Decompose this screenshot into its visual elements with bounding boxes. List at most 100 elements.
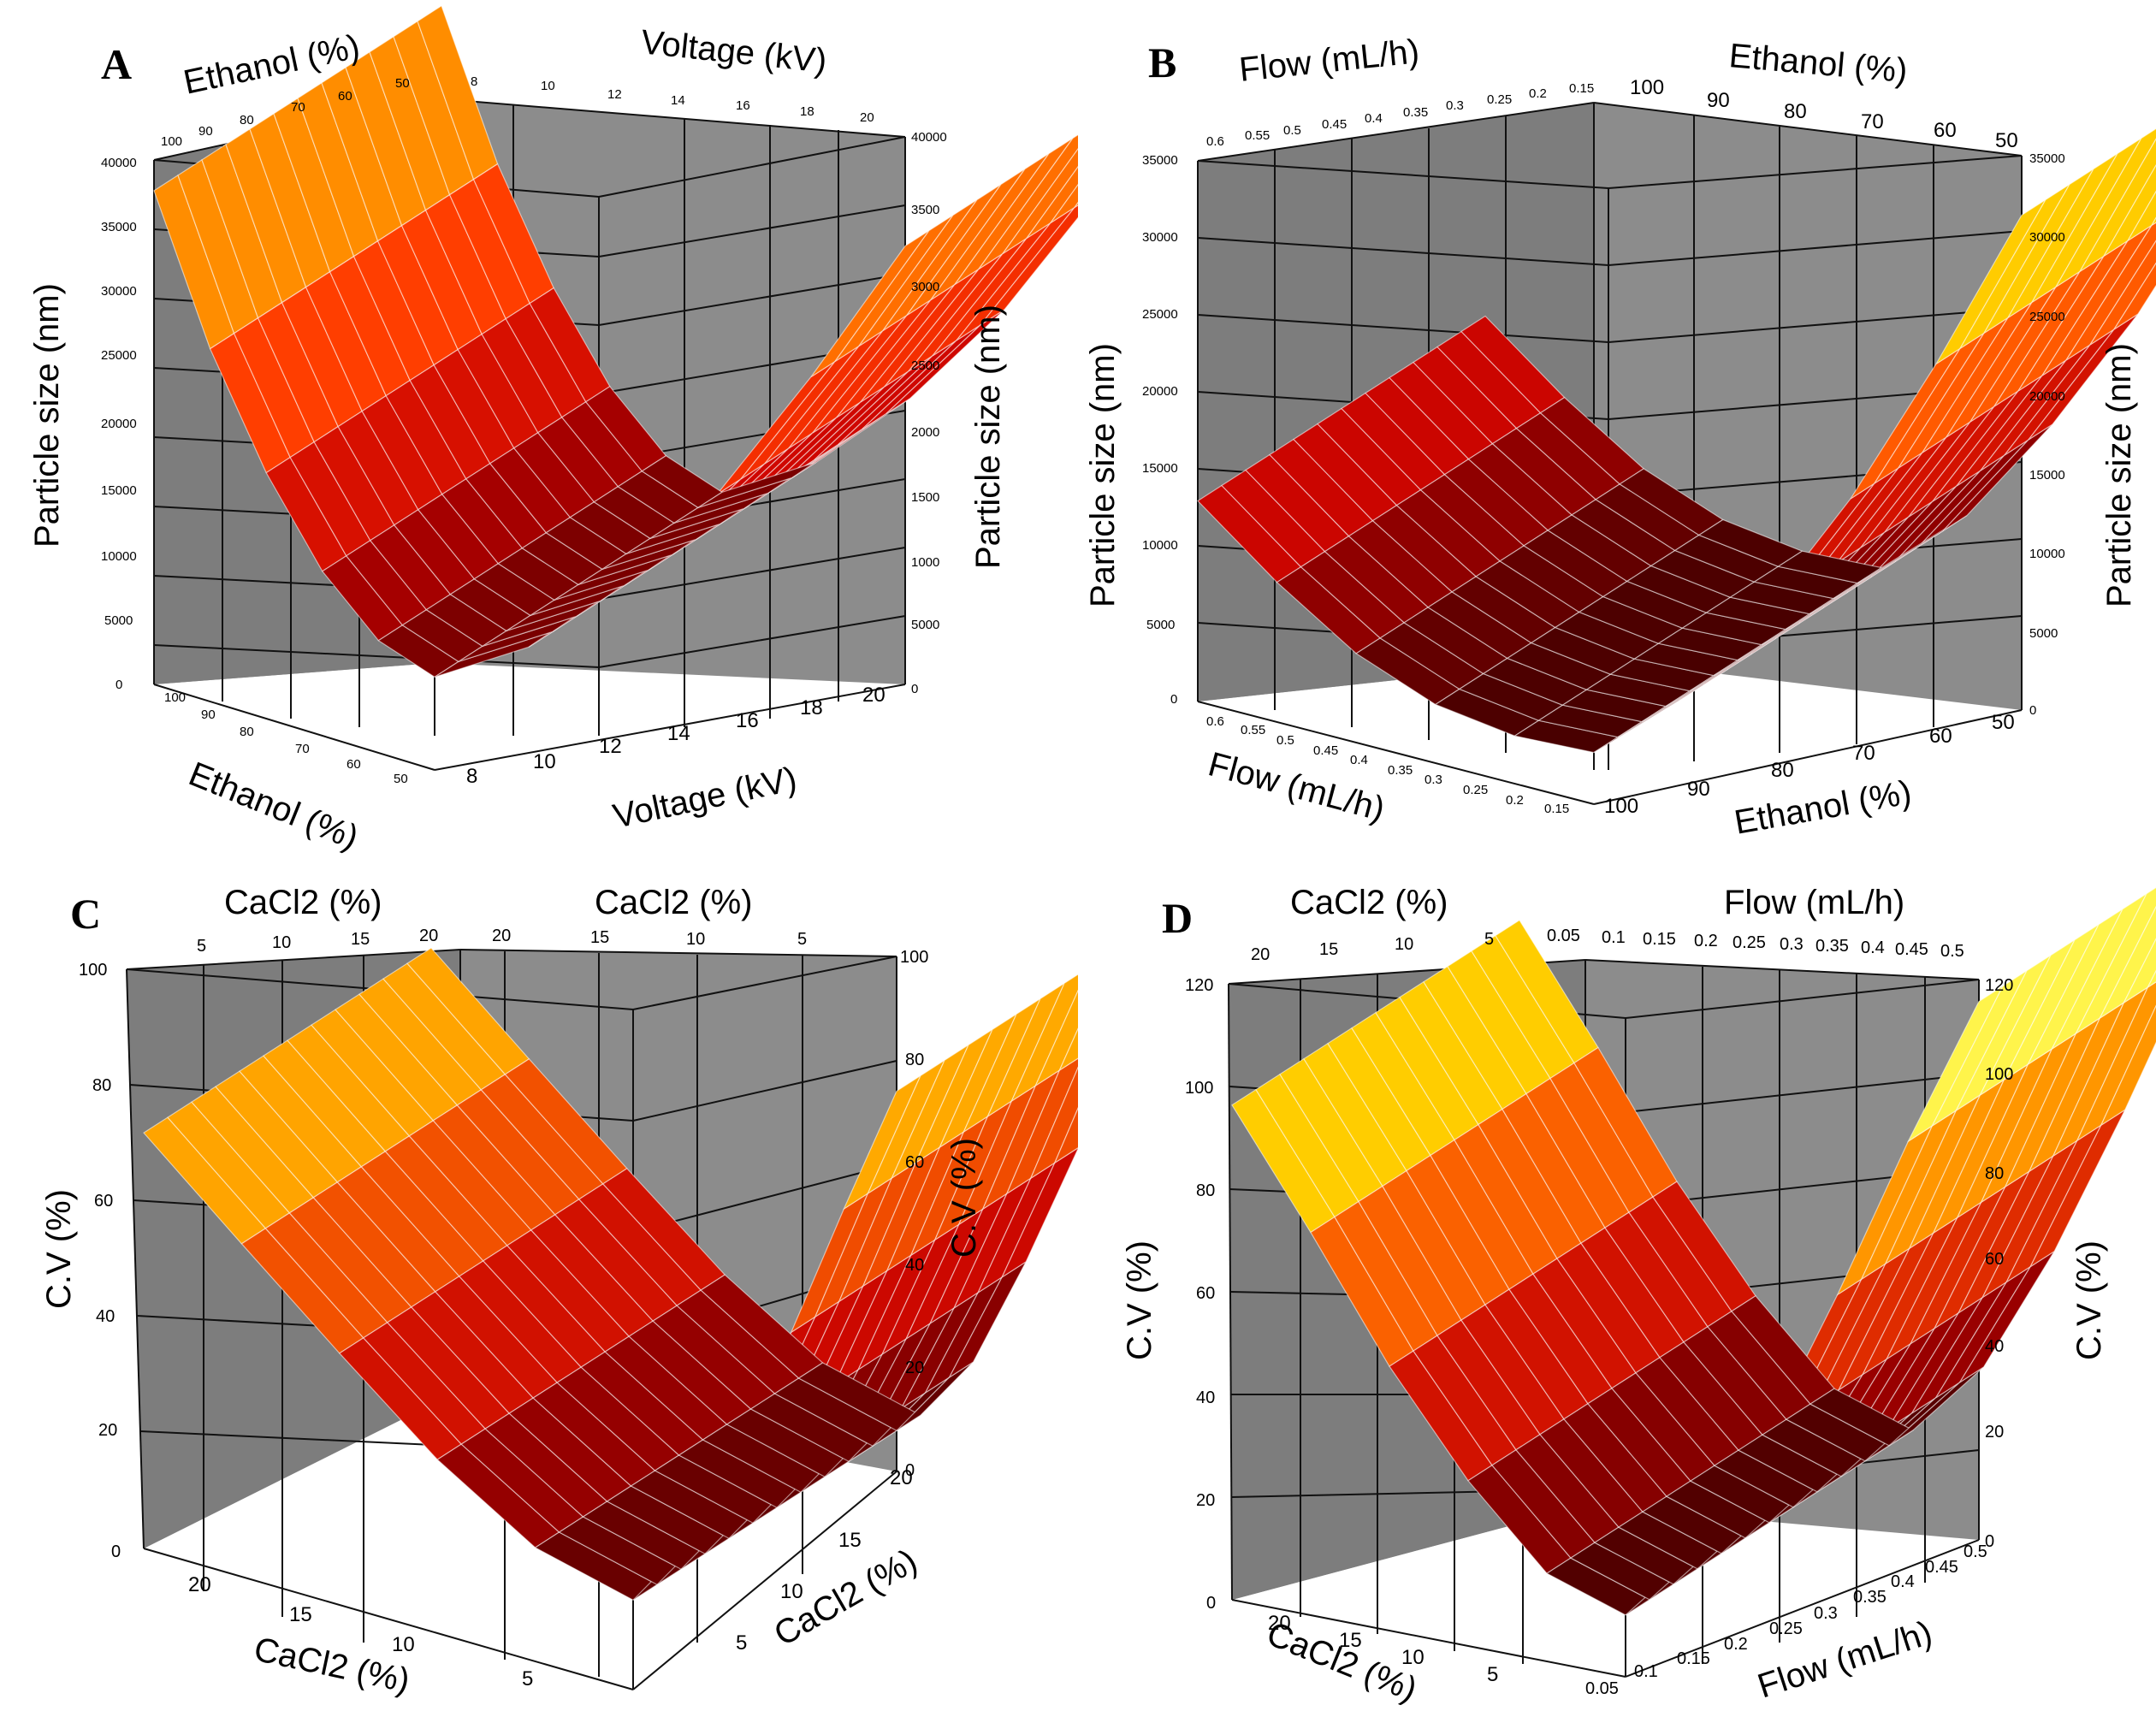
surface-cell (2100, 1004, 2156, 1127)
x1-tick: 0.2 (1506, 793, 1524, 808)
x2-tick: 5 (736, 1631, 747, 1655)
x2-tick: 10 (686, 930, 705, 949)
surface-cell (980, 204, 1078, 326)
bottom-ticks: 20 15 10 5 20 15 10 5 (188, 1466, 913, 1690)
top-ticks: 5 10 15 20 20 15 10 5 (197, 927, 807, 956)
z-tick: 40000 (101, 156, 137, 170)
z-tick: 0 (911, 682, 918, 696)
x2-tick: 0.2 (1724, 1635, 1748, 1654)
x2-tick: 14 (667, 722, 690, 745)
surface-cell (2065, 222, 2156, 361)
x2-tick: 8 (471, 74, 477, 89)
z-tick: 0 (1985, 1532, 1994, 1551)
x2-tick: 18 (800, 104, 814, 119)
z-tick: 25000 (1142, 307, 1178, 322)
x2-tick: 100 (1604, 795, 1638, 818)
x1-tick: 0.3 (1424, 773, 1442, 787)
z-tick: 60 (905, 1153, 924, 1172)
x1-tick: 90 (201, 707, 216, 722)
z-tick: 1500 (911, 490, 939, 505)
z-tick: 5000 (911, 618, 939, 632)
x2-tick: 0.3 (1780, 935, 1804, 954)
x2-tick: 100 (1630, 76, 1664, 99)
x2-tick: 0.45 (1895, 940, 1928, 959)
z-tick: 0 (2029, 703, 2036, 718)
z-tick: 0 (1206, 1594, 1216, 1613)
x1-tick: 0.4 (1350, 753, 1368, 767)
z-axis-label-right: Particle size (nm) (2100, 343, 2138, 607)
z-tick: 60 (1196, 1284, 1215, 1303)
z-ticks-left: 0 20 40 60 80 100 (79, 961, 121, 1561)
x2-tick: 0.05 (1585, 1679, 1619, 1698)
mesh-d (1231, 886, 2156, 1616)
z-tick: 15000 (1142, 461, 1178, 476)
surface-cell (1029, 1066, 1078, 1180)
z-tick: 0 (111, 1542, 121, 1561)
panel-d: D 0 20 40 60 80 100 120 0 20 40 60 80 10… (1078, 856, 2156, 1711)
top-ticks: 100 90 80 70 60 50 8 10 12 14 16 18 20 (161, 74, 874, 149)
x2-tick: 70 (1861, 110, 1884, 133)
z-tick: 0 (116, 678, 122, 692)
z-tick: 20 (1196, 1491, 1215, 1510)
x1-tick: 90 (198, 124, 213, 139)
z-ticks-left: 0 20 40 60 80 100 120 (1185, 976, 1216, 1613)
x2-tick: 10 (780, 1580, 803, 1603)
top-ticks: 0.6 0.55 0.5 0.45 0.4 0.35 0.3 0.25 0.2 … (1206, 76, 2018, 152)
top-left-axis-label: Flow (mL/h) (1237, 33, 1421, 89)
bottom-right-axis-label: Voltage (kV) (610, 760, 800, 835)
panel-b: B 0 5000 10000 15000 20000 25000 30000 3… (1078, 0, 2156, 856)
surface-cell (2151, 216, 2156, 226)
z-tick: 0 (1170, 692, 1177, 707)
top-left-axis-label: CaCl2 (%) (224, 884, 382, 921)
chart-b: B 0 5000 10000 15000 20000 25000 30000 3… (1084, 33, 2156, 842)
surface-cell (1050, 183, 1078, 223)
surface-cell (1034, 989, 1078, 1087)
surface-cell (978, 133, 1078, 269)
x2-tick: 80 (1771, 759, 1794, 782)
x2-tick: 10 (541, 79, 555, 93)
x1-tick: 15 (1319, 940, 1338, 959)
z-axis-label-left: Particle size (nm) (28, 283, 66, 548)
surface-cell (2055, 127, 2156, 287)
bottom-ticks: 0.6 0.55 0.5 0.45 0.4 0.35 0.3 0.25 0.2 … (1206, 711, 2015, 818)
z-tick: 30000 (1142, 230, 1178, 245)
z-tick: 120 (1985, 976, 2013, 995)
mesh-b (1197, 127, 2156, 754)
x2-tick: 0.25 (1732, 933, 1766, 952)
x2-tick: 20 (862, 684, 886, 707)
z-tick: 40 (905, 1256, 924, 1275)
x2-tick: 15 (590, 928, 609, 947)
x1-tick: 5 (522, 1667, 533, 1690)
x1-tick: 60 (346, 757, 361, 772)
surface-cell (2127, 190, 2156, 241)
x1-tick: 15 (1339, 1629, 1362, 1652)
x2-tick: 60 (1929, 725, 1952, 748)
surface-cell (2074, 886, 2156, 1035)
z-ticks-right: 0 20 40 60 80 100 (900, 948, 928, 1480)
z-tick: 0 (905, 1461, 915, 1480)
x1-tick: 20 (1268, 1612, 1291, 1635)
x2-tick: 0.1 (1602, 928, 1626, 947)
x1-tick: 80 (240, 725, 254, 739)
x1-tick: 15 (289, 1603, 312, 1626)
x1-tick: 15 (351, 930, 370, 949)
z-ticks-right: 0 5000 10000 15000 20000 25000 30000 350… (2029, 151, 2065, 718)
x1-tick: 0.45 (1322, 117, 1347, 132)
top-right-axis-label: Flow (mL/h) (1724, 884, 1904, 921)
x1-tick: 50 (395, 76, 410, 91)
z-tick: 100 (1185, 1079, 1213, 1098)
x1-tick: 5 (1487, 1663, 1498, 1686)
x1-tick: 10 (1395, 935, 1413, 954)
mesh-a (153, 4, 1078, 678)
x2-tick: 50 (1992, 711, 2015, 734)
z-tick: 60 (1985, 1250, 2004, 1269)
x2-tick: 0.3 (1814, 1604, 1838, 1623)
x1-tick: 0.5 (1283, 123, 1301, 138)
z-axis-label-left: C.V (%) (40, 1189, 78, 1309)
x1-tick: 100 (164, 690, 186, 705)
z-tick: 35000 (101, 220, 137, 234)
x1-tick: 0.6 (1206, 714, 1224, 729)
x1-tick: 0.45 (1313, 743, 1338, 758)
x2-tick: 0.15 (1643, 930, 1676, 949)
z-tick: 5000 (2029, 626, 2058, 641)
